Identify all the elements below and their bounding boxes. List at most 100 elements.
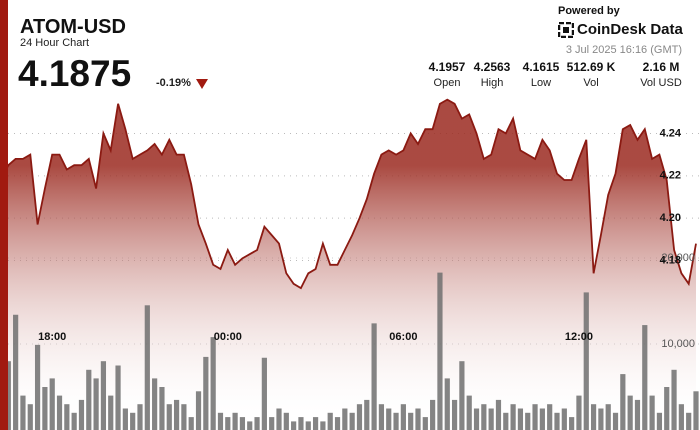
brand: CoinDesk Data — [577, 21, 683, 38]
volume-bar — [108, 395, 114, 430]
volume-bar — [181, 404, 187, 430]
volume-bar — [159, 387, 165, 430]
volume-bar — [627, 395, 633, 430]
volume-bar — [115, 365, 121, 430]
stat: 4.2563 High — [457, 60, 527, 89]
volume-bar — [86, 369, 92, 430]
volume-bar — [71, 412, 77, 430]
volume-bar — [342, 408, 348, 430]
volume-bar — [678, 404, 684, 430]
volume-bar — [525, 412, 531, 430]
volume-bar — [64, 404, 70, 430]
timestamp: 3 Jul 2025 16:16 (GMT) — [565, 44, 682, 56]
volume-bar — [364, 399, 370, 430]
volume-bar — [276, 408, 282, 430]
volume-bar — [547, 404, 553, 430]
volume-bar — [605, 404, 611, 430]
volume-bar — [173, 399, 180, 430]
volume-bar — [254, 417, 260, 430]
volume-bar — [378, 404, 385, 430]
volume-bar — [56, 395, 63, 430]
stat-label: High — [480, 77, 504, 89]
volume-bar — [42, 387, 48, 430]
volume-bar — [503, 412, 509, 430]
y2-tick-label: 20,000 — [661, 252, 695, 264]
volume-bar — [305, 421, 311, 430]
volume-bar — [298, 417, 304, 430]
volume-bar — [27, 404, 33, 430]
volume-bar — [217, 412, 224, 430]
volume-bar — [122, 408, 128, 430]
x-tick-label: 12:00 — [565, 331, 593, 343]
volume-bar — [473, 408, 480, 430]
volume-bar — [291, 421, 297, 430]
price: 4.1875 — [18, 53, 132, 94]
volume-bar — [642, 325, 648, 430]
accent-bar — [0, 0, 8, 430]
stat-label: Vol — [583, 77, 599, 89]
volume-bar — [415, 408, 421, 430]
volume-bar — [13, 314, 19, 430]
stat: 4.1615 Low — [506, 60, 576, 89]
y-tick-label: 4.22 — [660, 170, 681, 182]
volume-bar — [137, 404, 143, 430]
volume-bar — [210, 337, 216, 430]
volume-bar — [239, 417, 246, 430]
volume-bar — [569, 417, 575, 430]
volume-bar — [649, 395, 655, 430]
volume-bar — [334, 417, 341, 430]
volume-bar — [620, 374, 626, 430]
y-tick-label: 4.20 — [660, 212, 681, 224]
subtitle: 24 Hour Chart — [20, 37, 90, 49]
volume-bar — [20, 395, 26, 430]
volume-bar — [612, 412, 619, 430]
volume-bar — [664, 387, 670, 430]
y-tick-label: 4.18 — [660, 254, 681, 266]
stat-value: 512.69 K — [566, 60, 616, 74]
volume-bar — [408, 412, 414, 430]
volume-bar — [459, 361, 465, 430]
volume-bar — [34, 344, 41, 430]
volume-bar — [195, 391, 202, 430]
x-tick-label: 00:00 — [214, 331, 242, 343]
volume-bar — [130, 412, 136, 430]
volume-bar — [583, 292, 589, 430]
volume-bar — [634, 399, 641, 430]
volume-bar — [532, 404, 538, 430]
stat-label: Vol USD — [640, 77, 682, 89]
volume-bar — [371, 323, 377, 430]
stat-value: 4.1957 — [428, 60, 466, 74]
volume-bar — [400, 404, 406, 430]
volume-bar — [466, 395, 472, 430]
volume-bar — [656, 412, 663, 430]
x-tick-label: 06:00 — [389, 331, 417, 343]
price-line — [0, 98, 697, 290]
y-tick-label: 4.24 — [660, 127, 682, 139]
volume-bar — [488, 408, 494, 430]
volume-bar — [671, 369, 677, 430]
volume-bar — [100, 361, 107, 430]
powered-by: Powered by — [558, 5, 620, 17]
volume-bar — [283, 412, 289, 430]
volume-bar — [481, 404, 487, 430]
volume-bar — [144, 305, 150, 430]
volume-bar — [356, 404, 363, 430]
x-tick-label: 18:00 — [38, 331, 66, 343]
volume-bar — [598, 408, 604, 430]
volume-bar — [539, 408, 545, 430]
volume-bar — [327, 412, 333, 430]
volume-bar — [422, 417, 428, 430]
volume-bar — [225, 417, 231, 430]
stat: 4.1957 Open — [412, 60, 482, 89]
volume-bar — [152, 378, 158, 430]
volume-bar — [495, 399, 502, 430]
volume-bar — [393, 412, 399, 430]
volume-bar — [686, 412, 692, 430]
volume-bar — [203, 356, 209, 430]
volume-bar — [320, 421, 326, 430]
stat: 512.69 K Vol — [556, 60, 626, 89]
volume-bar — [166, 404, 172, 430]
volume-bar — [49, 378, 55, 430]
